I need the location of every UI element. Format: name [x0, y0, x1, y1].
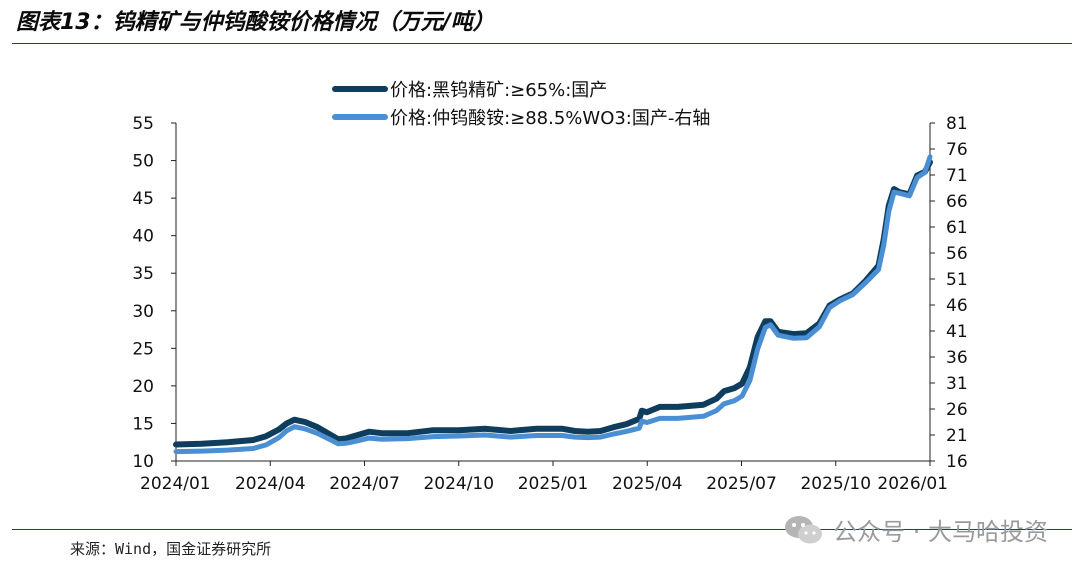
y-left-tick-label: 10 — [132, 452, 154, 472]
x-tick-label: 2024/07 — [329, 474, 400, 494]
x-tick-label: 2024/04 — [235, 474, 306, 494]
y-right-tick-label: 21 — [946, 426, 968, 446]
x-tick-label: 2025/07 — [706, 474, 777, 494]
y-right-tick-label: 26 — [946, 400, 968, 420]
y-right-tick-label: 61 — [946, 218, 968, 238]
y-left-tick-label: 35 — [132, 264, 154, 284]
series-apt-line — [173, 154, 933, 455]
y-right-tick-label: 71 — [946, 166, 968, 186]
y-right-tick-label: 76 — [946, 140, 968, 160]
y-right-tick-label: 66 — [946, 192, 968, 212]
watermark: 公众号 · 大马哈投资 — [783, 512, 1048, 547]
y-left-tick-label: 20 — [132, 377, 154, 397]
y-left-tick-label: 15 — [132, 414, 154, 434]
legend-label: 价格:黑钨精矿:≥65%:国产 — [390, 80, 607, 101]
figure-title: 图表13：钨精矿与仲钨酸铵价格情况（万元/吨） — [16, 10, 495, 35]
y-left-tick-label: 55 — [132, 114, 154, 134]
y-left-tick-label: 30 — [132, 302, 154, 322]
source-note: 来源：Wind，国金证券研究所 — [70, 540, 272, 558]
x-tick-label: 2025/01 — [518, 474, 589, 494]
series-wolframite-line — [173, 159, 933, 448]
y-right-tick-label: 31 — [946, 374, 968, 394]
x-tick-label: 2024/01 — [140, 474, 211, 494]
y-right-tick-label: 36 — [946, 348, 968, 368]
title-rule — [12, 43, 1072, 44]
y-left-tick-label: 25 — [132, 339, 154, 359]
y-right-tick-label: 46 — [946, 296, 968, 316]
x-tick-label: 2026/01 — [877, 474, 948, 494]
chart-axes: 10 15 20 25 30 35 40 45 50 55 16 21 26 31 36 41 46 51 56 61… — [132, 114, 967, 494]
y-left-tick-label: 50 — [132, 152, 154, 172]
y-right-tick-label: 41 — [946, 322, 968, 342]
x-tick-label: 2025/10 — [800, 474, 871, 494]
legend-label: 价格:仲钨酸铵:≥88.5%WO3:国产-右轴 — [390, 108, 710, 129]
x-tick-label: 2024/10 — [423, 474, 494, 494]
wechat-icon — [785, 515, 823, 543]
y-left-tick-label: 45 — [132, 189, 154, 209]
y-right-tick-label: 81 — [946, 114, 968, 134]
watermark-text: 公众号 · 大马哈投资 — [833, 518, 1048, 546]
y-right-tick-label: 51 — [946, 270, 968, 290]
y-right-tick-label: 56 — [946, 244, 968, 264]
chart-series — [173, 154, 933, 455]
y-left-tick-label: 40 — [132, 227, 154, 247]
y-right-tick-label: 16 — [946, 452, 968, 472]
bottom-rule — [12, 529, 1072, 530]
x-tick-label: 2025/04 — [612, 474, 683, 494]
